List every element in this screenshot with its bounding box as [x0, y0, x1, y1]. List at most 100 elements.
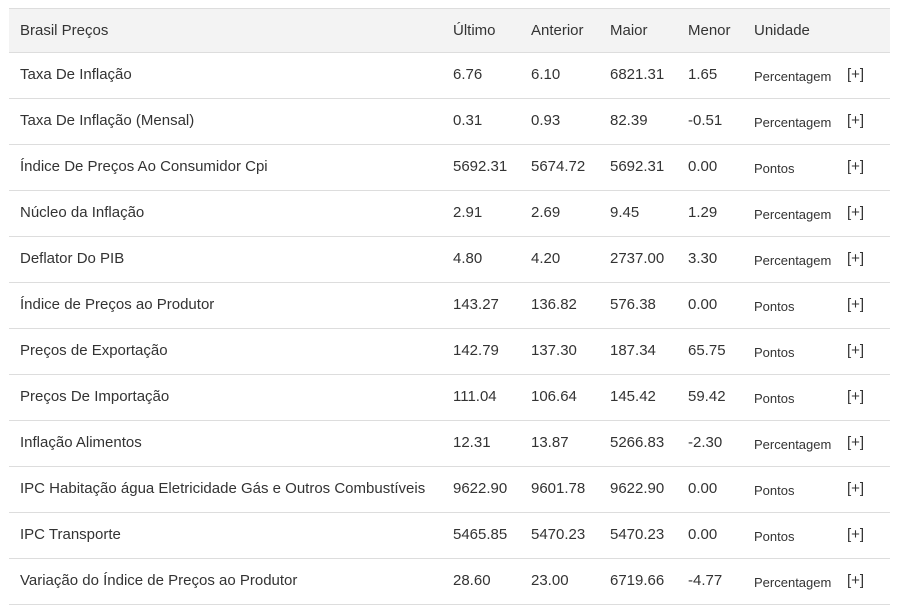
- lowest-value: -0.51: [684, 98, 750, 145]
- lowest-value: 1.65: [684, 52, 750, 99]
- previous-value: 0.93: [527, 98, 606, 145]
- more-cell: [+]: [847, 328, 890, 375]
- highest-value: 9.45: [606, 190, 684, 237]
- table-row: Preços De Importação 111.04 106.64 145.4…: [9, 374, 890, 421]
- table-row: IPC Transporte 5465.85 5470.23 5470.23 0…: [9, 512, 890, 559]
- previous-value: 23.00: [527, 558, 606, 605]
- previous-value: 9601.78: [527, 466, 606, 513]
- unit-value: Pontos: [750, 282, 847, 329]
- highest-value: 576.38: [606, 282, 684, 329]
- table-row: Índice de Preços ao Produtor 143.27 136.…: [9, 282, 890, 329]
- lowest-value: 3.30: [684, 236, 750, 283]
- previous-value: 6.10: [527, 52, 606, 99]
- last-value: 142.79: [449, 328, 527, 375]
- previous-value: 4.20: [527, 236, 606, 283]
- lowest-value: -4.77: [684, 558, 750, 605]
- indicator-name[interactable]: Taxa De Inflação (Mensal): [9, 98, 449, 145]
- last-value: 6.76: [449, 52, 527, 99]
- unit-value: Pontos: [750, 512, 847, 559]
- table-row: Preços de Exportação 142.79 137.30 187.3…: [9, 328, 890, 375]
- more-cell: [+]: [847, 236, 890, 283]
- previous-value: 5674.72: [527, 144, 606, 191]
- expand-link[interactable]: [+]: [847, 388, 865, 405]
- lowest-value: 0.00: [684, 512, 750, 559]
- expand-link[interactable]: [+]: [847, 526, 865, 543]
- highest-value: 9622.90: [606, 466, 684, 513]
- indicator-name[interactable]: Preços de Exportação: [9, 328, 449, 375]
- last-value: 143.27: [449, 282, 527, 329]
- expand-link[interactable]: [+]: [847, 342, 865, 359]
- last-value: 111.04: [449, 374, 527, 421]
- unit-value: Pontos: [750, 144, 847, 191]
- table-row: Inflação Alimentos 12.31 13.87 5266.83 -…: [9, 420, 890, 467]
- expand-link[interactable]: [+]: [847, 66, 865, 83]
- indicator-name[interactable]: Núcleo da Inflação: [9, 190, 449, 237]
- more-cell: [+]: [847, 98, 890, 145]
- last-value: 0.31: [449, 98, 527, 145]
- indicator-name[interactable]: Inflação Alimentos: [9, 420, 449, 467]
- expand-link[interactable]: [+]: [847, 112, 865, 129]
- unit-value: Percentagem: [750, 52, 847, 99]
- header-lowest: Menor: [684, 8, 750, 53]
- header-last: Último: [449, 8, 527, 53]
- last-value: 12.31: [449, 420, 527, 467]
- previous-value: 2.69: [527, 190, 606, 237]
- expand-link[interactable]: [+]: [847, 434, 865, 451]
- indicator-name[interactable]: IPC Habitação água Eletricidade Gás e Ou…: [9, 466, 449, 513]
- highest-value: 145.42: [606, 374, 684, 421]
- table-row: Deflator Do PIB 4.80 4.20 2737.00 3.30 P…: [9, 236, 890, 283]
- lowest-value: 1.29: [684, 190, 750, 237]
- previous-value: 137.30: [527, 328, 606, 375]
- table-row: IPC Habitação água Eletricidade Gás e Ou…: [9, 466, 890, 513]
- last-value: 28.60: [449, 558, 527, 605]
- highest-value: 2737.00: [606, 236, 684, 283]
- indicator-name[interactable]: Variação do Índice de Preços ao Produtor: [9, 558, 449, 605]
- highest-value: 187.34: [606, 328, 684, 375]
- last-value: 5692.31: [449, 144, 527, 191]
- more-cell: [+]: [847, 466, 890, 513]
- expand-link[interactable]: [+]: [847, 158, 865, 175]
- header-unit: Unidade: [750, 8, 847, 53]
- header-more: [847, 8, 890, 53]
- expand-link[interactable]: [+]: [847, 296, 865, 313]
- expand-link[interactable]: [+]: [847, 480, 865, 497]
- lowest-value: 65.75: [684, 328, 750, 375]
- indicator-name[interactable]: Taxa De Inflação: [9, 52, 449, 99]
- lowest-value: 0.00: [684, 282, 750, 329]
- indicator-name[interactable]: Índice De Preços Ao Consumidor Cpi: [9, 144, 449, 191]
- indicator-name[interactable]: IPC Transporte: [9, 512, 449, 559]
- highest-value: 6821.31: [606, 52, 684, 99]
- expand-link[interactable]: [+]: [847, 572, 865, 589]
- previous-value: 106.64: [527, 374, 606, 421]
- unit-value: Percentagem: [750, 558, 847, 605]
- unit-value: Pontos: [750, 466, 847, 513]
- header-highest: Maior: [606, 8, 684, 53]
- unit-value: Pontos: [750, 328, 847, 375]
- highest-value: 82.39: [606, 98, 684, 145]
- more-cell: [+]: [847, 512, 890, 559]
- header-indicator: Brasil Preços: [9, 8, 449, 53]
- header-previous: Anterior: [527, 8, 606, 53]
- table-row: Taxa De Inflação 6.76 6.10 6821.31 1.65 …: [9, 52, 890, 99]
- expand-link[interactable]: [+]: [847, 250, 865, 267]
- table-row: Índice De Preços Ao Consumidor Cpi 5692.…: [9, 144, 890, 191]
- indicator-name[interactable]: Preços De Importação: [9, 374, 449, 421]
- previous-value: 5470.23: [527, 512, 606, 559]
- more-cell: [+]: [847, 282, 890, 329]
- indicator-name[interactable]: Índice de Preços ao Produtor: [9, 282, 449, 329]
- last-value: 2.91: [449, 190, 527, 237]
- unit-value: Percentagem: [750, 236, 847, 283]
- expand-link[interactable]: [+]: [847, 204, 865, 221]
- highest-value: 5692.31: [606, 144, 684, 191]
- table-row: Variação do Índice de Preços ao Produtor…: [9, 558, 890, 605]
- last-value: 9622.90: [449, 466, 527, 513]
- indicator-name[interactable]: Deflator Do PIB: [9, 236, 449, 283]
- highest-value: 5470.23: [606, 512, 684, 559]
- prices-table-container: Brasil Preços Último Anterior Maior Meno…: [9, 8, 890, 605]
- brazil-prices-table: Brasil Preços Último Anterior Maior Meno…: [9, 8, 890, 605]
- unit-value: Percentagem: [750, 190, 847, 237]
- more-cell: [+]: [847, 190, 890, 237]
- last-value: 5465.85: [449, 512, 527, 559]
- unit-value: Percentagem: [750, 98, 847, 145]
- unit-value: Pontos: [750, 374, 847, 421]
